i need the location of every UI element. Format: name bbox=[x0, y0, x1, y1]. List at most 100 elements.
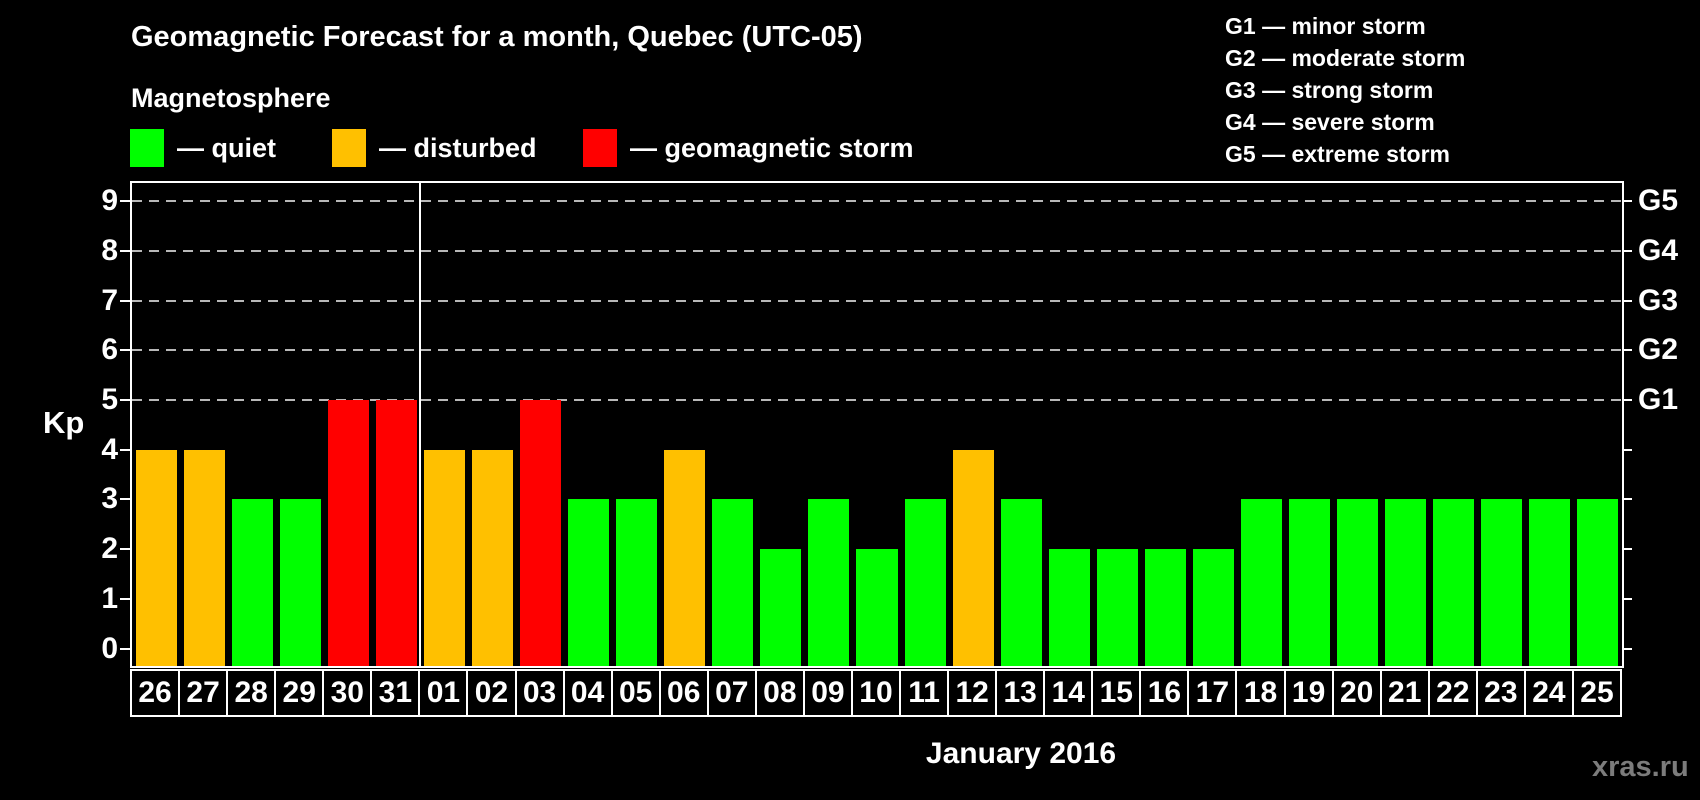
day-label-04: 04 bbox=[562, 669, 613, 717]
bar-day-08-quiet bbox=[760, 549, 802, 666]
day-label-25: 25 bbox=[1571, 669, 1622, 717]
left-tick-kp-3 bbox=[120, 498, 130, 501]
legend-item-quiet: — quiet bbox=[130, 129, 276, 167]
day-label-17: 17 bbox=[1187, 669, 1238, 717]
legend-label-disturbed: — disturbed bbox=[379, 132, 537, 163]
day-label-01: 01 bbox=[418, 669, 469, 717]
right-axis-label-g2: G2 bbox=[1638, 333, 1679, 367]
y-tick-label-4: 4 bbox=[101, 432, 118, 466]
quiet-color-swatch bbox=[130, 129, 164, 167]
legend-label-quiet: — quiet bbox=[177, 132, 276, 163]
bar-day-13-quiet bbox=[1000, 499, 1042, 666]
y-tick-label-9: 9 bbox=[101, 184, 118, 218]
bar-day-04-quiet bbox=[568, 499, 610, 666]
right-tick-kp-1 bbox=[1622, 597, 1632, 600]
day-label-02: 02 bbox=[466, 669, 517, 717]
right-axis-label-g4: G4 bbox=[1638, 233, 1679, 267]
g2-legend-line: G2 — moderate storm bbox=[1225, 45, 1466, 71]
right-tick-kp-6 bbox=[1622, 349, 1632, 352]
bar-day-03-storm bbox=[520, 400, 562, 666]
chart-title: Geomagnetic Forecast for a month, Quebec… bbox=[131, 21, 863, 53]
gridline-kp-9 bbox=[132, 200, 1622, 203]
bar-day-27-disturbed bbox=[183, 449, 225, 666]
g5-legend-line: G5 — extreme storm bbox=[1225, 141, 1450, 167]
x-axis-title: January 2016 bbox=[925, 737, 1117, 770]
bar-day-20-quiet bbox=[1337, 499, 1379, 666]
day-label-22: 22 bbox=[1427, 669, 1478, 717]
day-label-12: 12 bbox=[947, 669, 998, 717]
day-label-11: 11 bbox=[899, 669, 950, 717]
day-label-14: 14 bbox=[1043, 669, 1094, 717]
bar-day-26-disturbed bbox=[135, 449, 177, 666]
bar-day-30-storm bbox=[327, 400, 369, 666]
right-axis-label-g1: G1 bbox=[1638, 383, 1679, 416]
bar-day-06-disturbed bbox=[664, 449, 706, 666]
bar-day-21-quiet bbox=[1385, 499, 1427, 666]
day-label-07: 07 bbox=[706, 669, 757, 717]
g4-legend-line: G4 — severe storm bbox=[1225, 109, 1435, 135]
bar-day-11-quiet bbox=[904, 499, 946, 666]
x-axis-day-labels: 26 27 28 29 30 31 01 02 03 04 05 06 07 08 09 10 11 12 13 14… bbox=[130, 669, 1624, 717]
y-tick-label-8: 8 bbox=[101, 233, 118, 267]
day-label-09: 09 bbox=[802, 669, 853, 717]
bar-day-25-quiet bbox=[1577, 499, 1619, 666]
y-tick-label-5: 5 bbox=[101, 383, 118, 416]
disturbed-color-swatch bbox=[332, 129, 366, 167]
bar-day-23-quiet bbox=[1481, 499, 1523, 666]
day-label-10: 10 bbox=[850, 669, 902, 717]
left-tick-kp-6 bbox=[120, 349, 130, 352]
right-tick-kp-2 bbox=[1622, 548, 1632, 551]
bar-day-14-quiet bbox=[1048, 549, 1090, 666]
y-tick-label-1: 1 bbox=[101, 581, 118, 615]
bar-day-28-quiet bbox=[231, 499, 273, 666]
bar-day-31-storm bbox=[375, 400, 417, 666]
gridline-kp-6 bbox=[132, 349, 1622, 352]
bar-day-22-quiet bbox=[1433, 499, 1475, 666]
day-label-13: 13 bbox=[995, 669, 1046, 717]
y-tick-label-2: 2 bbox=[101, 532, 118, 566]
day-label-05: 05 bbox=[610, 669, 661, 717]
left-tick-kp-0 bbox=[120, 647, 130, 650]
bar-day-05-quiet bbox=[616, 499, 658, 666]
day-label-24: 24 bbox=[1523, 669, 1574, 717]
bar-day-12-disturbed bbox=[952, 449, 994, 666]
bar-day-17-quiet bbox=[1192, 549, 1234, 666]
y-axis-title: Kp bbox=[43, 405, 85, 440]
month-boundary-line bbox=[419, 183, 422, 666]
right-tick-kp-4 bbox=[1622, 448, 1632, 451]
day-label-28: 28 bbox=[226, 669, 277, 717]
day-label-06: 06 bbox=[658, 669, 709, 717]
right-axis-label-g3: G3 bbox=[1638, 283, 1679, 317]
legend-label-storm: — geomagnetic storm bbox=[630, 132, 914, 163]
y-tick-label-0: 0 bbox=[101, 631, 118, 665]
bar-day-01-disturbed bbox=[423, 449, 465, 666]
bar-day-07-quiet bbox=[712, 499, 754, 666]
left-tick-kp-8 bbox=[120, 249, 130, 252]
bar-day-24-quiet bbox=[1529, 499, 1571, 666]
y-tick-label-7: 7 bbox=[101, 283, 118, 317]
bar-day-09-quiet bbox=[808, 499, 850, 666]
plot-area: Kp 0 1 2 3 4 5 6 7 8 9 G1 G2 G3 G4 G5 bbox=[43, 181, 1678, 668]
right-tick-kp-7 bbox=[1622, 299, 1632, 302]
watermark: xras.ru bbox=[1592, 751, 1689, 783]
day-label-27: 27 bbox=[178, 669, 229, 717]
day-label-15: 15 bbox=[1091, 669, 1142, 717]
g1-legend-line: G1 — minor storm bbox=[1225, 13, 1426, 39]
right-tick-kp-5 bbox=[1622, 399, 1632, 401]
day-label-31: 31 bbox=[370, 669, 421, 717]
y-tick-label-6: 6 bbox=[101, 333, 118, 367]
gridline-kp-5 bbox=[132, 399, 1622, 401]
right-tick-kp-8 bbox=[1622, 249, 1632, 252]
bar-day-15-quiet bbox=[1096, 549, 1138, 666]
left-tick-kp-7 bbox=[120, 299, 130, 302]
day-label-03: 03 bbox=[514, 669, 565, 717]
day-label-18: 18 bbox=[1235, 669, 1286, 717]
legend-item-storm: — geomagnetic storm bbox=[583, 129, 914, 167]
gridline-kp-7 bbox=[132, 299, 1622, 302]
left-tick-kp-9 bbox=[120, 200, 130, 203]
left-tick-kp-5 bbox=[120, 399, 130, 401]
bar-day-02-disturbed bbox=[471, 449, 513, 666]
bar-day-29-quiet bbox=[279, 499, 321, 666]
right-tick-kp-0 bbox=[1622, 647, 1632, 650]
